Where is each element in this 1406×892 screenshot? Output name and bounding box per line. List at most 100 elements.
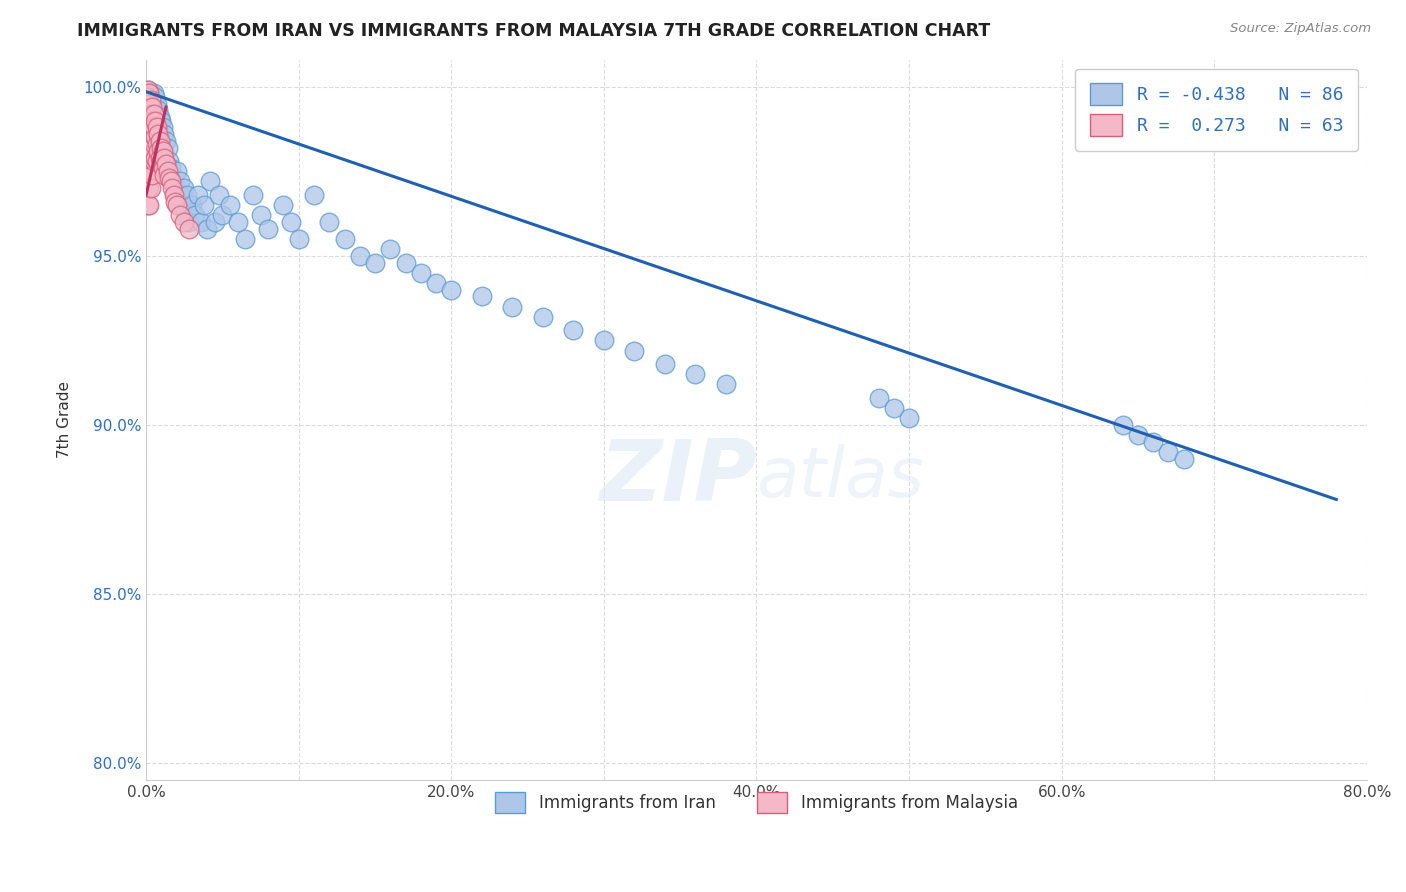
Point: [141, 127, 163, 141]
Point: [138, 110, 160, 124]
Point: [287, 232, 309, 246]
Point: [471, 289, 494, 303]
Point: [142, 120, 165, 135]
Point: [136, 107, 159, 121]
Point: [166, 198, 188, 212]
Point: [257, 221, 280, 235]
Text: atlas: atlas: [756, 444, 925, 511]
Point: [1111, 417, 1133, 432]
Point: [169, 174, 191, 188]
Point: [138, 96, 160, 111]
Point: [898, 411, 921, 425]
Point: [152, 144, 174, 158]
Point: [868, 391, 890, 405]
Point: [157, 168, 180, 182]
Point: [169, 208, 191, 222]
Point: [176, 188, 198, 202]
Point: [394, 255, 416, 269]
Point: [142, 107, 165, 121]
Point: [148, 103, 170, 118]
Point: [141, 117, 163, 131]
Point: [148, 127, 170, 141]
Point: [143, 120, 166, 135]
Point: [136, 168, 159, 182]
Point: [318, 215, 340, 229]
Point: [280, 215, 302, 229]
Point: [173, 215, 195, 229]
Point: [136, 96, 159, 111]
Point: [152, 161, 174, 175]
Point: [152, 120, 174, 135]
Point: [146, 137, 169, 152]
Point: [193, 198, 215, 212]
Point: [139, 93, 162, 107]
Point: [233, 232, 256, 246]
Point: [177, 221, 200, 235]
Point: [204, 215, 226, 229]
Point: [174, 208, 197, 222]
Point: [187, 188, 209, 202]
Point: [152, 161, 174, 175]
Point: [138, 154, 160, 169]
Point: [200, 174, 222, 188]
Point: [143, 113, 166, 128]
Point: [155, 134, 177, 148]
Point: [136, 181, 159, 195]
Point: [501, 300, 523, 314]
Point: [136, 140, 159, 154]
Point: [143, 130, 166, 145]
Point: [177, 215, 200, 229]
Point: [141, 100, 163, 114]
Point: [138, 90, 160, 104]
Point: [333, 232, 356, 246]
Point: [380, 242, 402, 256]
Point: [146, 120, 169, 135]
Point: [142, 154, 165, 169]
Point: [157, 154, 180, 169]
Point: [242, 188, 264, 202]
Point: [138, 198, 160, 212]
Point: [141, 113, 163, 128]
Point: [153, 168, 176, 182]
Point: [211, 208, 233, 222]
Point: [139, 134, 162, 148]
Point: [302, 188, 325, 202]
Point: [150, 140, 173, 154]
Point: [136, 154, 159, 169]
Point: [173, 181, 195, 195]
Point: [162, 181, 184, 195]
Point: [172, 198, 194, 212]
Point: [142, 137, 165, 152]
Point: [138, 87, 160, 101]
Point: [138, 140, 160, 154]
Point: [142, 110, 165, 124]
Point: [226, 215, 249, 229]
Point: [139, 120, 162, 135]
Point: [142, 87, 165, 101]
Point: [149, 151, 172, 165]
Point: [150, 113, 173, 128]
Point: [136, 83, 159, 97]
Point: [159, 174, 181, 188]
Point: [150, 154, 173, 169]
Text: IMMIGRANTS FROM IRAN VS IMMIGRANTS FROM MALAYSIA 7TH GRADE CORRELATION CHART: IMMIGRANTS FROM IRAN VS IMMIGRANTS FROM …: [77, 22, 991, 40]
Point: [150, 154, 173, 169]
Point: [143, 90, 166, 104]
Point: [156, 164, 179, 178]
Point: [138, 123, 160, 137]
Point: [159, 161, 181, 175]
Point: [714, 377, 737, 392]
Point: [139, 181, 162, 195]
Point: [155, 157, 177, 171]
Point: [364, 255, 387, 269]
Point: [167, 198, 190, 212]
Text: Source: ZipAtlas.com: Source: ZipAtlas.com: [1230, 22, 1371, 36]
Point: [623, 343, 645, 358]
Legend: Immigrants from Iran, Immigrants from Malaysia: Immigrants from Iran, Immigrants from Ma…: [482, 779, 1031, 826]
Point: [141, 168, 163, 182]
Point: [143, 151, 166, 165]
Point: [138, 107, 160, 121]
Point: [136, 198, 159, 212]
Point: [440, 283, 463, 297]
Point: [1126, 428, 1149, 442]
